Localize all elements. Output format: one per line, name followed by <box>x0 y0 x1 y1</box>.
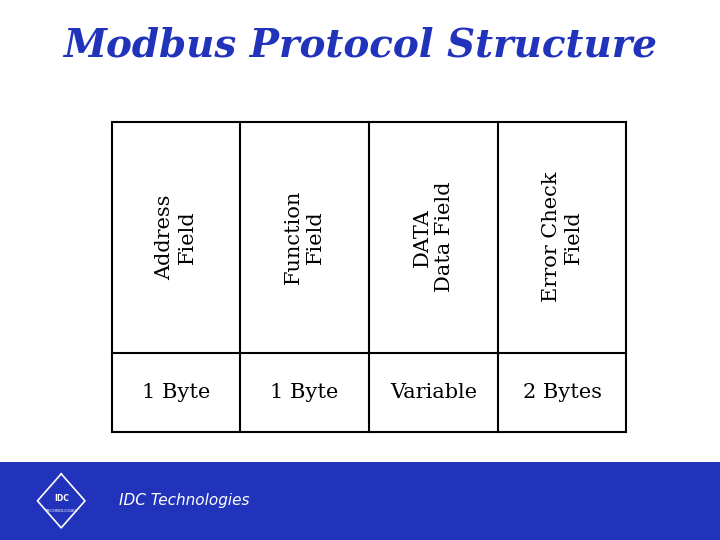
Text: 1 Byte: 1 Byte <box>271 383 339 402</box>
Text: Modbus Protocol Structure: Modbus Protocol Structure <box>63 27 657 65</box>
Text: Function
Field: Function Field <box>284 190 325 285</box>
Text: TECHNOLOGIES: TECHNOLOGIES <box>45 509 77 512</box>
Bar <box>112 122 626 432</box>
Text: DATA
Data Field: DATA Data Field <box>413 182 454 293</box>
Text: IDC: IDC <box>54 494 68 503</box>
Text: 2 Bytes: 2 Bytes <box>523 383 601 402</box>
Bar <box>0 462 720 540</box>
Text: Error Check
Field: Error Check Field <box>541 172 582 302</box>
Text: IDC Technologies: IDC Technologies <box>119 494 249 508</box>
Text: Variable: Variable <box>390 383 477 402</box>
Text: Address
Field: Address Field <box>156 194 197 280</box>
Text: 1 Byte: 1 Byte <box>142 383 210 402</box>
